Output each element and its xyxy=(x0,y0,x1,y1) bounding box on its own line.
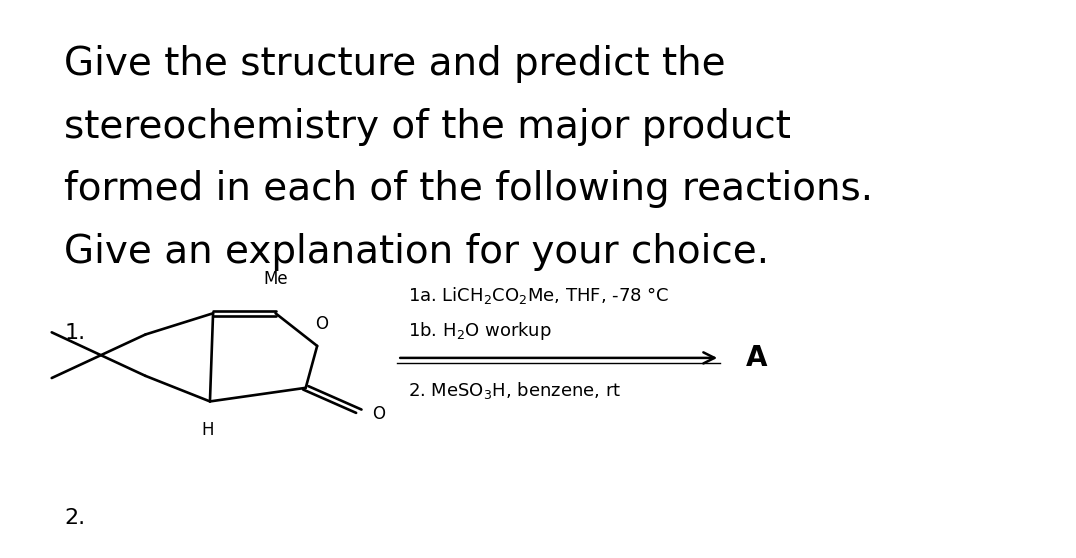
Text: Give an explanation for your choice.: Give an explanation for your choice. xyxy=(65,233,769,271)
Text: Give the structure and predict the: Give the structure and predict the xyxy=(65,45,726,83)
Text: O: O xyxy=(372,405,385,423)
Text: 2. MeSO$_3$H, benzene, rt: 2. MeSO$_3$H, benzene, rt xyxy=(408,380,621,401)
Text: formed in each of the following reactions.: formed in each of the following reaction… xyxy=(65,170,874,208)
Text: O: O xyxy=(315,315,328,333)
Text: H: H xyxy=(201,421,214,439)
Text: 1.: 1. xyxy=(65,323,85,343)
Text: 1a. LiCH$_2$CO$_2$Me, THF, -78 $\degree$C: 1a. LiCH$_2$CO$_2$Me, THF, -78 $\degree$… xyxy=(408,285,669,306)
Text: 1b. H$_2$O workup: 1b. H$_2$O workup xyxy=(408,320,552,341)
Text: stereochemistry of the major product: stereochemistry of the major product xyxy=(65,108,791,146)
Text: 2.: 2. xyxy=(65,508,85,527)
Text: A: A xyxy=(746,344,767,372)
Text: Me: Me xyxy=(264,270,288,288)
